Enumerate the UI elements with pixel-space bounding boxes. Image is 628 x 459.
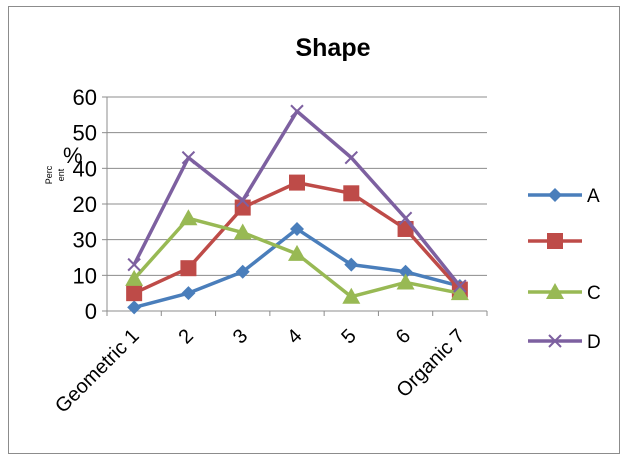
y-tick-label: 40 — [73, 156, 97, 181]
data-point — [344, 257, 359, 272]
chart-frame: Shape Perc ent % 0 10 30 20 40 50 60 Geometric… — [8, 6, 620, 454]
data-point — [181, 150, 196, 165]
data-point — [236, 193, 250, 208]
series-a — [127, 221, 467, 315]
data-point — [453, 279, 467, 293]
data-point — [127, 257, 141, 272]
legend-item-a: A — [528, 186, 600, 207]
data-point — [290, 104, 304, 118]
data-point — [126, 285, 143, 302]
x-marker-stroke — [398, 211, 413, 225]
series-d — [127, 104, 467, 293]
x-tick-label: 2 — [175, 325, 198, 348]
data-point — [396, 273, 415, 290]
data-point — [398, 264, 413, 279]
legend-item-c: C — [528, 283, 601, 304]
y-axis-label-line2: ent — [56, 168, 66, 181]
data-point — [398, 211, 413, 225]
legend-marker — [546, 283, 564, 299]
x-tick-label: 3 — [229, 325, 252, 348]
y-axis-ticks: 0 10 30 20 40 50 60 — [73, 85, 107, 324]
x-marker-stroke — [453, 279, 467, 293]
legend-label: A — [587, 186, 600, 207]
legend: A C D — [528, 186, 601, 353]
data-point — [125, 269, 144, 286]
data-point — [450, 284, 469, 301]
x-tick-label: 6 — [392, 325, 415, 348]
y-tick-label: 60 — [73, 85, 97, 110]
data-point — [342, 287, 361, 304]
x-tick-label: 4 — [283, 325, 306, 348]
chart-title: Shape — [295, 34, 370, 62]
x-marker-stroke — [236, 193, 250, 208]
data-point — [235, 264, 250, 279]
legend-label: C — [587, 283, 601, 304]
x-marker-stroke — [548, 334, 562, 348]
series-2 — [126, 174, 468, 302]
data-point — [181, 286, 196, 301]
y-tick-label: 30 — [73, 228, 97, 253]
line-chart: Shape Perc ent % 0 10 30 20 40 50 60 Geometric… — [44, 34, 601, 418]
y-axis-label-symbol: % — [63, 143, 83, 168]
series-line — [133, 180, 462, 295]
data-point — [344, 150, 358, 165]
x-marker-stroke — [290, 104, 304, 118]
legend-item-2 — [528, 233, 582, 249]
data-point — [180, 260, 197, 277]
legend-marker — [548, 188, 562, 202]
data-point — [127, 300, 142, 315]
x-tick-label: 5 — [337, 325, 360, 348]
data-point — [343, 185, 360, 202]
y-tick-label: 20 — [73, 192, 97, 217]
x-tick-label: Geometric 1 — [51, 325, 144, 418]
y-tick-label: 0 — [85, 299, 97, 324]
y-axis-label-line1: Perc — [44, 165, 54, 184]
y-tick-label: 10 — [73, 263, 97, 288]
legend-item-d: D — [528, 332, 601, 353]
y-tick-label: 50 — [73, 121, 97, 146]
data-point — [289, 174, 305, 191]
series-c — [125, 209, 469, 304]
y-axis-label: Perc ent % — [44, 143, 83, 184]
legend-marker — [548, 334, 562, 348]
x-marker-stroke — [344, 150, 358, 165]
series-group — [125, 104, 469, 315]
data-point — [288, 244, 306, 261]
x-marker-stroke — [127, 257, 141, 272]
legend-marker — [547, 233, 563, 249]
axes — [106, 97, 487, 312]
legend-label: D — [587, 332, 601, 353]
data-point — [233, 223, 252, 240]
data-point — [179, 209, 198, 226]
data-point — [290, 221, 304, 236]
x-marker-stroke — [181, 150, 196, 165]
